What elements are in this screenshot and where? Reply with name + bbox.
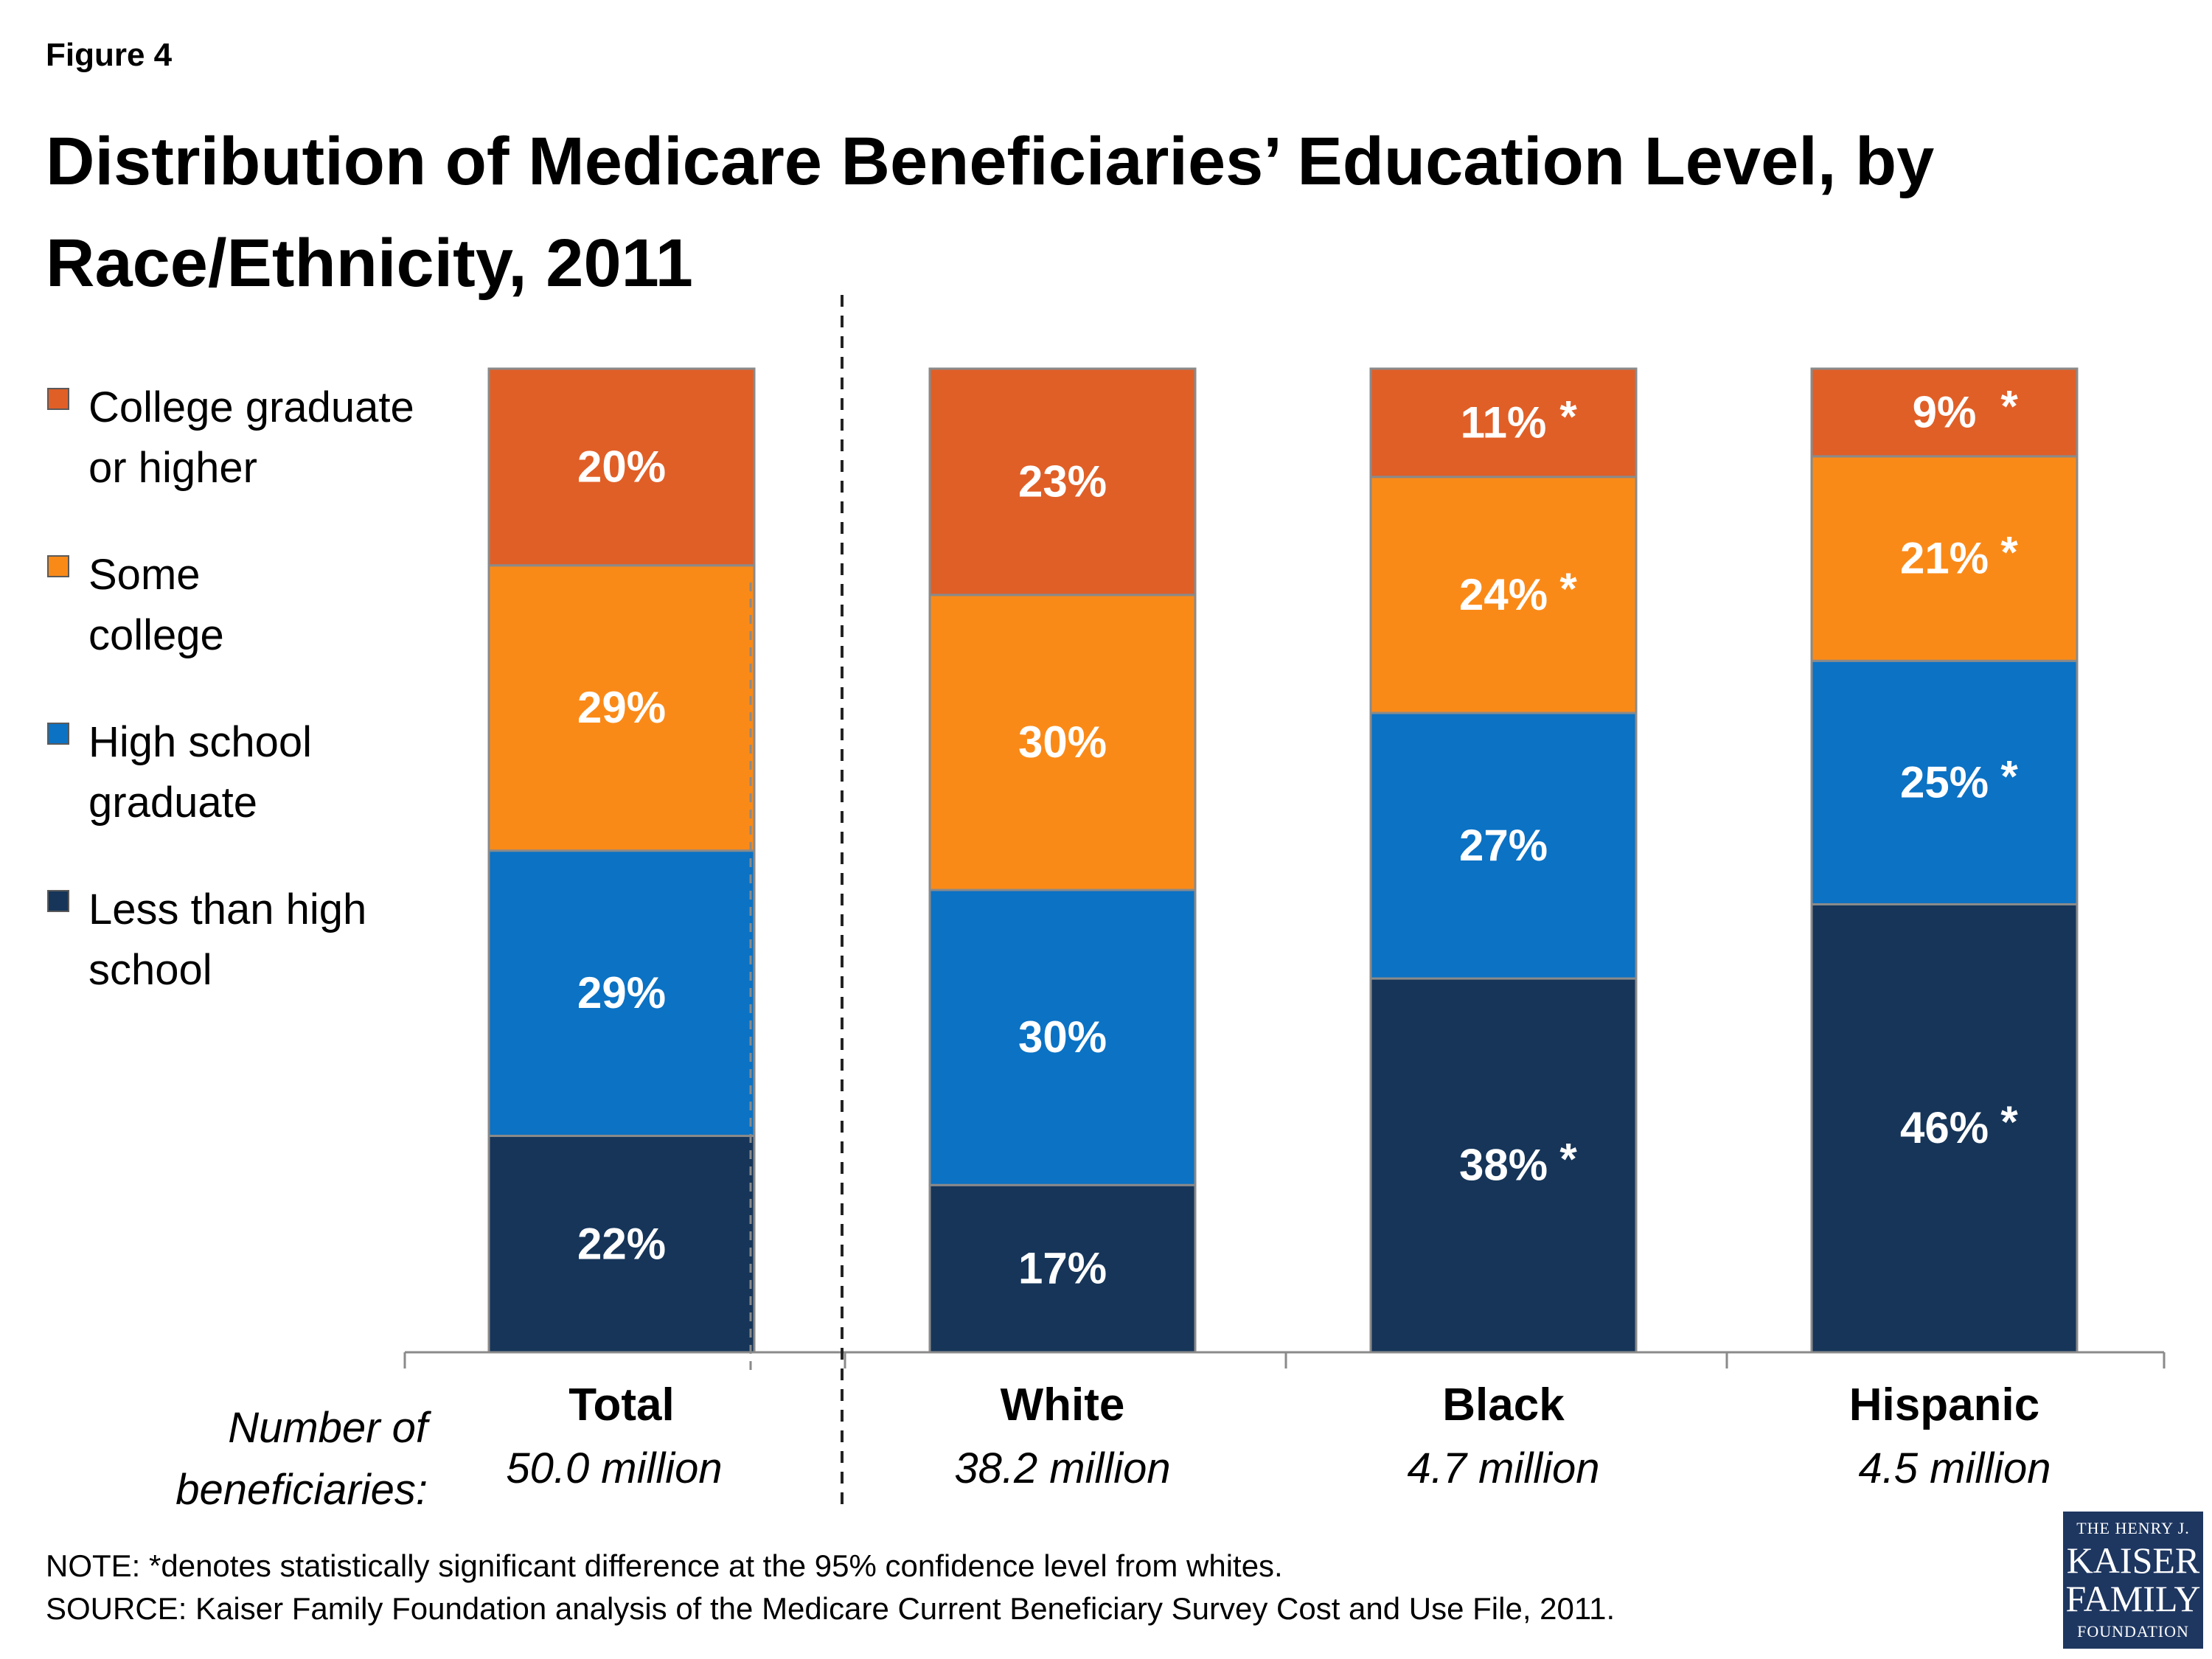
data-label-black-some-college: 24% (1459, 570, 1548, 619)
bar-hispanic-college-graduate-or-higher (1810, 367, 2079, 458)
legend-swatch-high-school-graduate (47, 723, 69, 745)
data-label-black-less-than-high-school: 38% (1459, 1141, 1548, 1190)
count-caption: Number of beneficiaries: (125, 1397, 428, 1521)
legend-swatch-less-than-high-school (47, 890, 69, 912)
bar-white-some-college (928, 594, 1197, 891)
footnote: NOTE: *denotes statistically significant… (46, 1548, 1283, 1583)
bar-total-college-graduate-or-higher (487, 367, 756, 567)
data-label-total-college-graduate-or-higher: 20% (577, 442, 666, 491)
legend-label-college-graduate-line1: College graduate (88, 383, 414, 431)
count-label-hispanic: 4.5 million (1858, 1444, 2051, 1492)
significance-marker-hispanic-less-than-high-school: * (2000, 1097, 2018, 1147)
count-caption-line1: Number of (228, 1404, 428, 1452)
data-label-hispanic-some-college: 21% (1900, 534, 1989, 583)
logo-line2: KAISER (2066, 1540, 2200, 1581)
bar-white-college-graduate-or-higher (928, 367, 1197, 597)
count-caption-line2: beneficiaries: (175, 1466, 428, 1514)
data-label-total-less-than-high-school: 22% (577, 1219, 666, 1268)
logo-line1: THE HENRY J. (2076, 1519, 2190, 1537)
data-label-white-some-college: 30% (1018, 717, 1107, 767)
category-label-white: White (1000, 1380, 1125, 1430)
bar-total-less-than-high-school (487, 1135, 756, 1354)
significance-marker-black-less-than-high-school: * (1559, 1135, 1577, 1184)
count-label-black: 4.7 million (1407, 1444, 1600, 1492)
legend-swatch-college-graduate (47, 388, 69, 410)
bar-total-high-school-graduate (487, 849, 756, 1138)
significance-marker-hispanic-college-graduate-or-higher: * (2000, 381, 2018, 431)
data-label-black-high-school-graduate: 27% (1459, 821, 1548, 870)
data-label-total-high-school-graduate: 29% (577, 968, 666, 1018)
category-label-black: Black (1442, 1380, 1565, 1430)
legend-swatch-some-college (47, 555, 69, 577)
legend-label-some-college-line1: Some (88, 551, 201, 599)
chart-title: Distribution of Medicare Beneficiaries’ … (46, 124, 1935, 301)
bar-total-some-college (487, 564, 756, 852)
bar-black-less-than-high-school (1369, 977, 1638, 1354)
data-label-white-college-graduate-or-higher: 23% (1018, 456, 1107, 506)
category-label-hispanic: Hispanic (1848, 1380, 2040, 1430)
legend-label-high-school-graduate-line2: graduate (88, 779, 257, 827)
legend-label-less-than-high-school-line1: Less than high (88, 886, 367, 933)
bar-white-high-school-graduate (928, 888, 1197, 1186)
legend-label-high-school-graduate-line1: High school (88, 718, 313, 766)
bar-black-some-college (1369, 476, 1638, 714)
logo-line3: FAMILY (2065, 1578, 2201, 1619)
count-label-white: 38.2 million (954, 1444, 1171, 1492)
kff-logo: THE HENRY J. KAISER FAMILY FOUNDATION (2063, 1512, 2203, 1649)
data-label-white-less-than-high-school: 17% (1018, 1244, 1107, 1293)
figure-label: Figure 4 (46, 37, 173, 73)
significance-marker-black-some-college: * (1559, 564, 1577, 613)
category-label-total: Total (568, 1380, 675, 1430)
significance-marker-hispanic-some-college: * (2000, 528, 2018, 577)
data-label-hispanic-high-school-graduate: 25% (1900, 757, 1989, 807)
data-label-white-high-school-graduate: 30% (1018, 1012, 1107, 1062)
significance-marker-black-college-graduate-or-higher: * (1559, 392, 1577, 441)
bar-hispanic-some-college (1810, 455, 2079, 662)
bar-black-college-graduate-or-higher (1369, 367, 1638, 479)
bar-hispanic-less-than-high-school (1810, 902, 2079, 1354)
significance-marker-hispanic-high-school-graduate: * (2000, 751, 2018, 801)
data-label-hispanic-college-graduate-or-higher: 9% (1913, 387, 1977, 437)
legend-label-less-than-high-school-line2: school (88, 946, 212, 994)
source-note: SOURCE: Kaiser Family Foundation analysi… (46, 1591, 1615, 1626)
data-label-hispanic-less-than-high-school: 46% (1900, 1103, 1989, 1152)
count-label-total: 50.0 million (506, 1444, 723, 1492)
legend-label-college-graduate-line2: or higher (88, 444, 257, 492)
data-label-black-college-graduate-or-higher: 11% (1461, 397, 1547, 447)
legend-label-some-college-line2: college (88, 611, 224, 659)
logo-line4: FOUNDATION (2077, 1622, 2189, 1641)
data-label-total-some-college: 29% (577, 683, 666, 732)
